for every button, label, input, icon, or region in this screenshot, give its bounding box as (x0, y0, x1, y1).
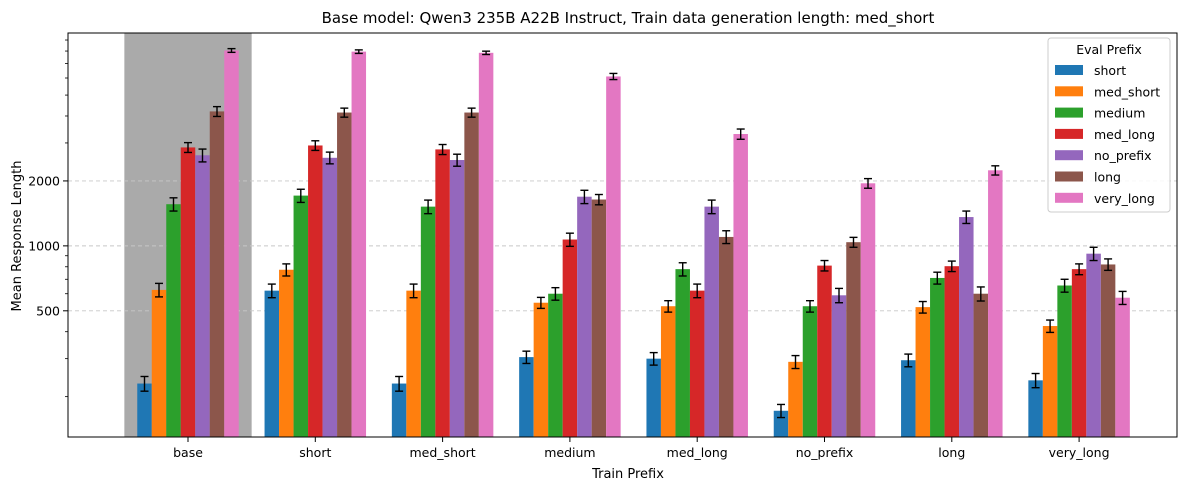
bar (930, 277, 945, 437)
bar (293, 195, 309, 437)
bar (1028, 380, 1043, 437)
bar (519, 357, 534, 437)
bar (391, 383, 407, 437)
legend-swatch (1055, 65, 1083, 75)
bar (591, 199, 607, 437)
bar (406, 290, 421, 437)
bar (180, 147, 196, 437)
bar (435, 149, 450, 438)
x-tick-label: long (938, 445, 965, 460)
legend-label: short (1094, 63, 1126, 78)
x-tick-label: med_long (667, 445, 728, 460)
bar (831, 295, 847, 437)
legend-label: long (1094, 170, 1121, 185)
bar (166, 204, 181, 437)
legend-swatch (1055, 86, 1083, 97)
legend-label: medium (1094, 106, 1145, 121)
x-tick-label: medium (544, 445, 595, 460)
bar (151, 289, 167, 437)
bar (846, 242, 861, 437)
bar (689, 290, 705, 437)
bar (660, 306, 676, 437)
bar (973, 293, 989, 437)
bar (464, 112, 479, 438)
bar (420, 206, 436, 437)
bar (944, 266, 960, 437)
bar (915, 307, 931, 437)
y-tick-label: 1000 (28, 238, 60, 253)
bar (548, 293, 563, 437)
bar (1100, 264, 1116, 437)
bar (264, 290, 280, 437)
bar (337, 112, 352, 438)
bar (959, 217, 974, 437)
legend-label: med_short (1094, 84, 1160, 99)
legend-label: no_prefix (1094, 148, 1152, 163)
bar (279, 269, 294, 437)
bar (733, 134, 748, 438)
x-tick-label: very_long (1049, 445, 1110, 460)
x-tick-label: med_short (410, 445, 476, 460)
x-tick-label: no_prefix (796, 445, 854, 460)
bar (351, 51, 367, 437)
bar (322, 157, 338, 437)
legend-label: very_long (1094, 191, 1155, 206)
bar (195, 155, 210, 438)
bar (1042, 326, 1058, 437)
y-tick-label: 2000 (28, 173, 60, 188)
bar (533, 302, 549, 437)
bar (137, 383, 152, 437)
x-axis-label: Train Prefix (591, 467, 664, 482)
bar (562, 239, 578, 437)
bar (209, 111, 225, 438)
bar (224, 50, 239, 437)
bar (802, 306, 818, 437)
bar (577, 196, 592, 437)
bar (901, 360, 916, 437)
legend-swatch (1055, 192, 1083, 203)
bar (308, 145, 323, 438)
bar (449, 160, 465, 437)
bar (704, 206, 719, 437)
x-tick-label: base (173, 445, 203, 460)
legend-swatch (1055, 107, 1083, 118)
legend-swatch (1055, 128, 1083, 139)
chart-title: Base model: Qwen3 235B A22B Instruct, Tr… (322, 9, 935, 28)
bar (1115, 297, 1130, 437)
bar (988, 170, 1003, 438)
x-tick-label: short (299, 445, 331, 460)
bar (1057, 285, 1072, 437)
bar (718, 236, 734, 437)
plot-frame (67, 32, 1178, 438)
legend-box (1047, 37, 1171, 213)
bar (606, 76, 621, 437)
bar (1071, 269, 1087, 437)
legend-label: med_long (1094, 127, 1155, 142)
legend-swatch (1055, 150, 1083, 161)
legend-swatch (1055, 171, 1083, 182)
bar (478, 52, 494, 437)
y-tick-label: 500 (36, 303, 60, 318)
bar (860, 183, 876, 437)
legend-title: Eval Prefix (1076, 42, 1142, 57)
bar (788, 361, 803, 437)
bar (1086, 253, 1101, 437)
bar (817, 265, 832, 437)
bar (675, 269, 690, 437)
y-axis-label: Mean Response Length (10, 161, 25, 312)
bar (646, 358, 661, 437)
